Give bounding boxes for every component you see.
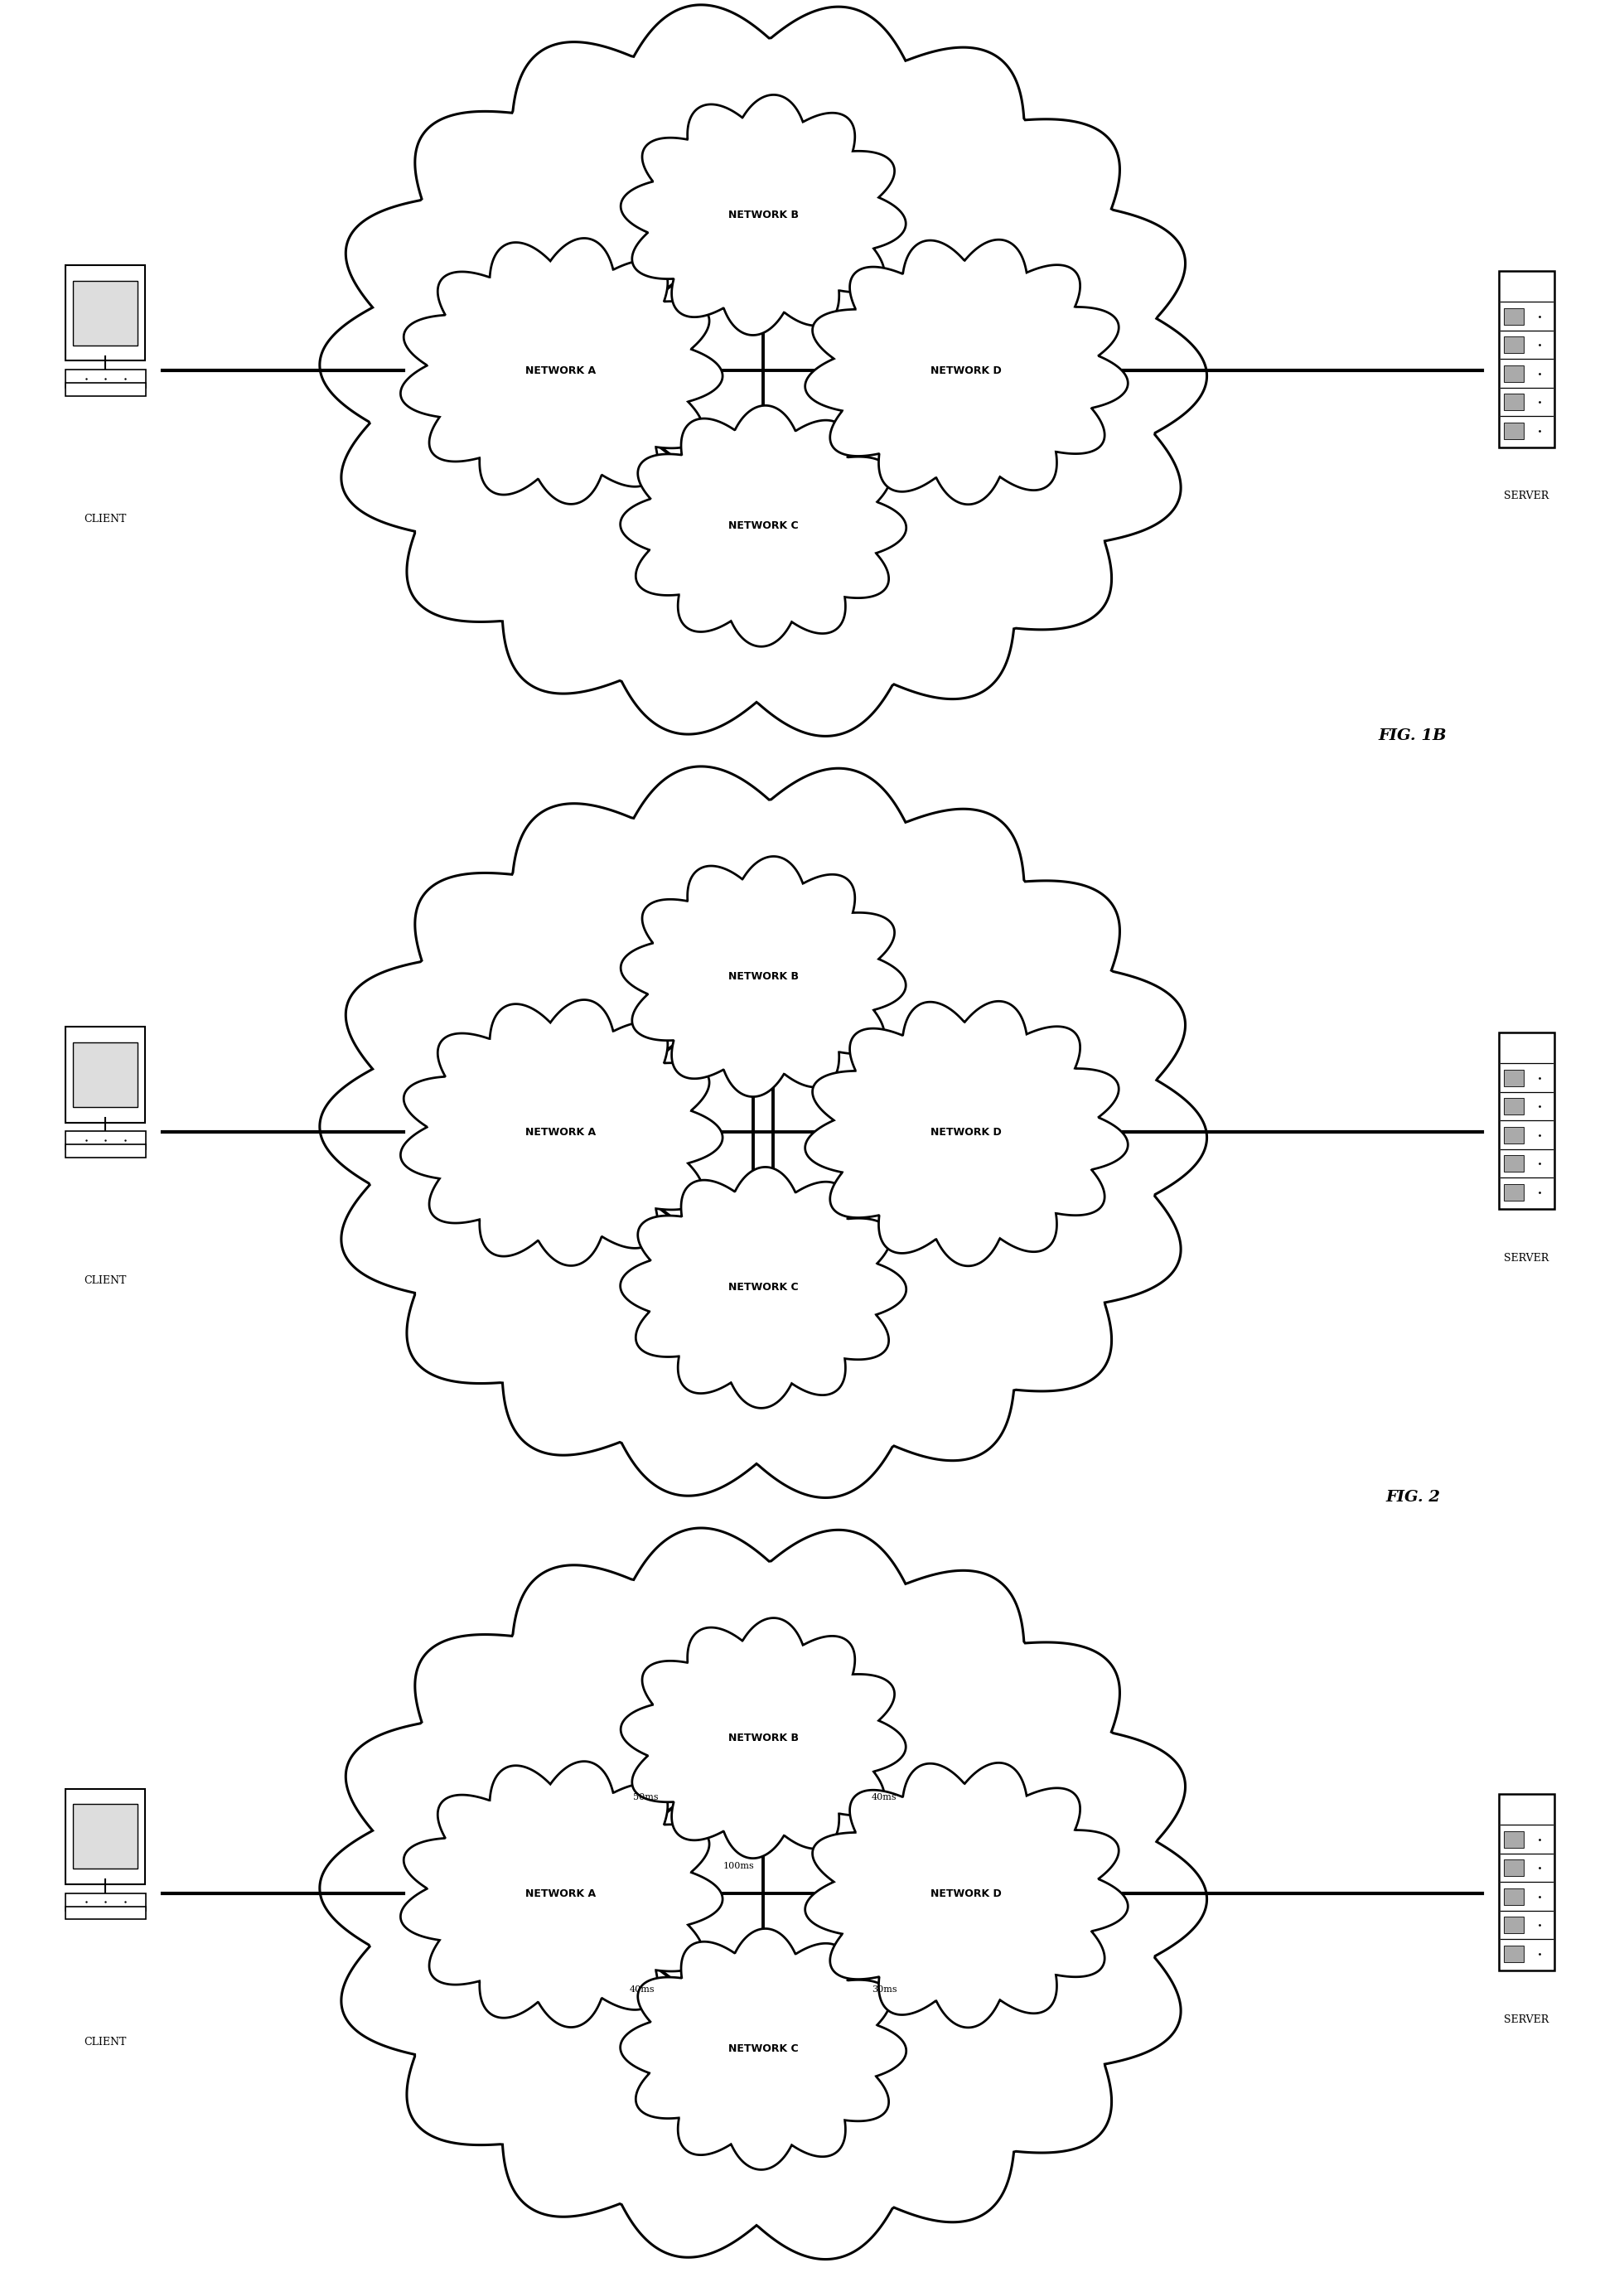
Text: FIG. 2: FIG. 2 (1385, 1489, 1440, 1505)
Polygon shape (320, 766, 1207, 1498)
FancyBboxPatch shape (65, 1146, 146, 1157)
FancyBboxPatch shape (1499, 1795, 1554, 1971)
Text: NETWORK B: NETWORK B (728, 972, 799, 981)
FancyBboxPatch shape (65, 265, 146, 361)
FancyBboxPatch shape (65, 1027, 146, 1123)
Text: NETWORK B: NETWORK B (728, 1734, 799, 1743)
Polygon shape (620, 1617, 906, 1859)
Polygon shape (806, 1002, 1129, 1267)
Polygon shape (401, 999, 723, 1265)
FancyBboxPatch shape (1504, 1889, 1523, 1905)
Polygon shape (320, 5, 1207, 736)
FancyBboxPatch shape (1504, 423, 1523, 439)
Text: 50ms: 50ms (633, 1793, 658, 1802)
FancyBboxPatch shape (1504, 1946, 1523, 1962)
Text: SERVER: SERVER (1504, 492, 1549, 501)
FancyBboxPatch shape (65, 1788, 146, 1884)
Text: CLIENT: CLIENT (84, 515, 127, 524)
FancyBboxPatch shape (73, 1043, 138, 1107)
FancyBboxPatch shape (1504, 1917, 1523, 1933)
Text: 40ms: 40ms (630, 1985, 654, 1994)
Polygon shape (401, 1761, 723, 2026)
Text: NETWORK D: NETWORK D (931, 1889, 1002, 1898)
FancyBboxPatch shape (1504, 393, 1523, 409)
Polygon shape (620, 1166, 906, 1409)
FancyBboxPatch shape (65, 384, 146, 396)
Text: 100ms: 100ms (723, 1862, 755, 1871)
Text: FIG. 1B: FIG. 1B (1379, 727, 1447, 743)
Text: NETWORK B: NETWORK B (728, 210, 799, 220)
Text: CLIENT: CLIENT (84, 1276, 127, 1285)
FancyBboxPatch shape (65, 370, 146, 389)
FancyBboxPatch shape (65, 1132, 146, 1150)
FancyBboxPatch shape (1499, 270, 1554, 448)
FancyBboxPatch shape (1504, 1127, 1523, 1144)
FancyBboxPatch shape (1504, 1098, 1523, 1114)
Polygon shape (620, 1928, 906, 2170)
Polygon shape (620, 405, 906, 647)
FancyBboxPatch shape (1504, 1155, 1523, 1171)
FancyBboxPatch shape (65, 1907, 146, 1919)
Text: NETWORK A: NETWORK A (525, 1127, 596, 1137)
FancyBboxPatch shape (1499, 1034, 1554, 1208)
Polygon shape (320, 1528, 1207, 2260)
Polygon shape (401, 238, 723, 503)
Text: NETWORK A: NETWORK A (525, 366, 596, 375)
Polygon shape (620, 855, 906, 1098)
FancyBboxPatch shape (1504, 309, 1523, 325)
Text: NETWORK C: NETWORK C (728, 2045, 799, 2054)
Text: 30ms: 30ms (872, 1985, 896, 1994)
FancyBboxPatch shape (73, 281, 138, 345)
Text: NETWORK D: NETWORK D (931, 1127, 1002, 1137)
FancyBboxPatch shape (1504, 336, 1523, 352)
FancyBboxPatch shape (1504, 366, 1523, 382)
Text: SERVER: SERVER (1504, 1253, 1549, 1262)
FancyBboxPatch shape (65, 1894, 146, 1912)
Text: NETWORK A: NETWORK A (525, 1889, 596, 1898)
FancyBboxPatch shape (1504, 1070, 1523, 1086)
Text: NETWORK C: NETWORK C (728, 521, 799, 531)
Text: NETWORK D: NETWORK D (931, 366, 1002, 375)
Text: NETWORK C: NETWORK C (728, 1283, 799, 1292)
FancyBboxPatch shape (73, 1804, 138, 1868)
Text: CLIENT: CLIENT (84, 2038, 127, 2047)
Text: 40ms: 40ms (872, 1793, 896, 1802)
Polygon shape (806, 1763, 1129, 2029)
FancyBboxPatch shape (1504, 1859, 1523, 1875)
Text: SERVER: SERVER (1504, 2015, 1549, 2024)
FancyBboxPatch shape (1504, 1832, 1523, 1848)
Polygon shape (620, 94, 906, 336)
Polygon shape (806, 240, 1129, 505)
FancyBboxPatch shape (1504, 1185, 1523, 1201)
